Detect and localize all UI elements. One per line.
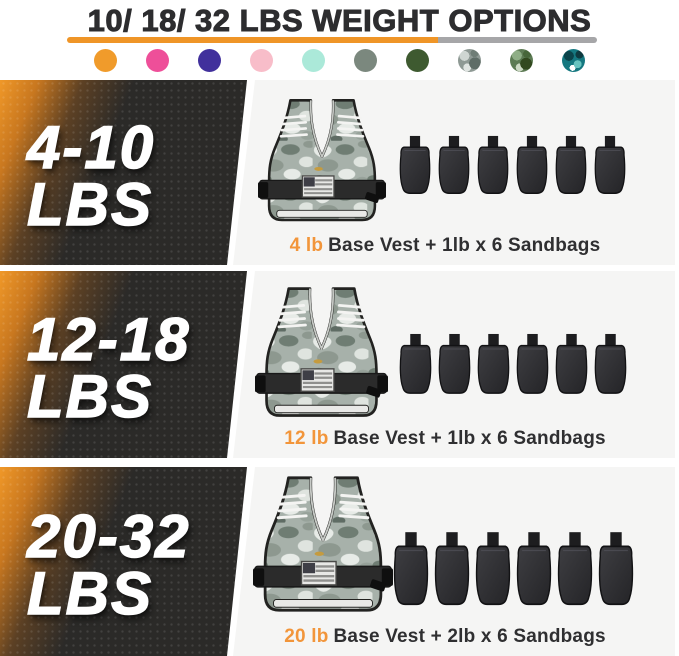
sandbag-icon — [597, 531, 635, 609]
option-caption: 4 lb Base Vest + 1lb x 6 Sandbags — [255, 235, 635, 257]
weight-range-unit: LBS — [27, 362, 153, 430]
sandbag-icon — [515, 531, 553, 609]
weight-highlight: 4 lb — [289, 235, 324, 256]
color-swatch-orange — [94, 49, 117, 72]
weight-range-value: 12-18 — [27, 305, 191, 373]
sandbag-icon — [554, 135, 588, 197]
camo-vest-illustration — [258, 95, 386, 227]
color-swatch-pink — [146, 49, 169, 72]
weight-option-row-2: 12-18 LBS 12 lb Base Vest + 1lb x 6 Sandb… — [0, 271, 679, 458]
weight-range-unit: LBS — [27, 170, 153, 238]
option-caption: 12 lb Base Vest + 1lb x 6 Sandbags — [255, 428, 635, 450]
color-swatch-green-camo — [510, 49, 533, 72]
color-swatch-light-pink — [250, 49, 273, 72]
weight-highlight: 20 lb — [284, 626, 329, 647]
weight-range-value: 20-32 — [27, 502, 191, 570]
weight-range-panel: 20-32 LBS — [0, 467, 247, 656]
sandbag-group — [398, 135, 627, 197]
sandbag-icon — [593, 333, 628, 397]
page-title: 10/ 18/ 32 LBS WEIGHT OPTIONS — [87, 3, 592, 39]
weight-range-label: 12-18 LBS — [0, 271, 247, 458]
color-swatch-mint — [302, 49, 325, 72]
weight-highlight: 12 lb — [284, 428, 329, 449]
sandbag-group — [398, 333, 628, 397]
sandbag-group — [392, 531, 635, 609]
color-swatch-gray-camo — [458, 49, 481, 72]
underline-orange-segment — [67, 37, 438, 43]
weight-range-unit: LBS — [27, 559, 153, 627]
camo-vest-illustration — [255, 283, 388, 423]
weight-range-value: 4-10 — [27, 113, 156, 181]
sandbag-icon — [398, 135, 432, 197]
underline-gray-segment — [438, 37, 597, 43]
sandbag-icon — [437, 333, 472, 397]
caption-text: Base Vest + 1lb x 6 Sandbags — [328, 235, 601, 256]
option-card: 4 lb Base Vest + 1lb x 6 Sandbags — [233, 80, 675, 265]
weight-range-panel: 4-10 LBS — [0, 80, 247, 265]
color-swatch-army-green — [406, 49, 429, 72]
sandbag-icon — [476, 135, 510, 197]
color-swatch-sage-gray — [354, 49, 377, 72]
sandbag-icon — [554, 333, 589, 397]
color-swatch-purple — [198, 49, 221, 72]
option-caption: 20 lb Base Vest + 2lb x 6 Sandbags — [255, 626, 635, 648]
sandbag-icon — [433, 531, 471, 609]
option-card: 12 lb Base Vest + 1lb x 6 Sandbags — [233, 271, 675, 458]
sandbag-icon — [515, 333, 550, 397]
sandbag-icon — [515, 135, 549, 197]
weight-range-panel: 12-18 LBS — [0, 271, 247, 458]
sandbag-icon — [474, 531, 512, 609]
sandbag-icon — [398, 333, 433, 397]
color-swatch-row — [94, 49, 585, 72]
camo-vest-illustration — [253, 472, 393, 618]
caption-text: Base Vest + 2lb x 6 Sandbags — [333, 626, 606, 647]
sandbag-icon — [476, 333, 511, 397]
sandbag-icon — [392, 531, 430, 609]
caption-text: Base Vest + 1lb x 6 Sandbags — [333, 428, 606, 449]
color-swatch-teal-camo — [562, 49, 585, 72]
title-underline — [67, 37, 597, 43]
option-card: 20 lb Base Vest + 2lb x 6 Sandbags — [233, 467, 675, 656]
sandbag-icon — [556, 531, 594, 609]
weight-range-label: 4-10 LBS — [0, 80, 247, 265]
weight-option-row-3: 20-32 LBS 20 lb Base Vest + 2lb x 6 Sandb… — [0, 467, 679, 656]
weight-option-row-1: 4-10 LBS 4 lb Base Vest + 1lb x 6 Sandbag… — [0, 80, 679, 265]
sandbag-icon — [437, 135, 471, 197]
sandbag-icon — [593, 135, 627, 197]
weight-range-label: 20-32 LBS — [0, 467, 247, 656]
